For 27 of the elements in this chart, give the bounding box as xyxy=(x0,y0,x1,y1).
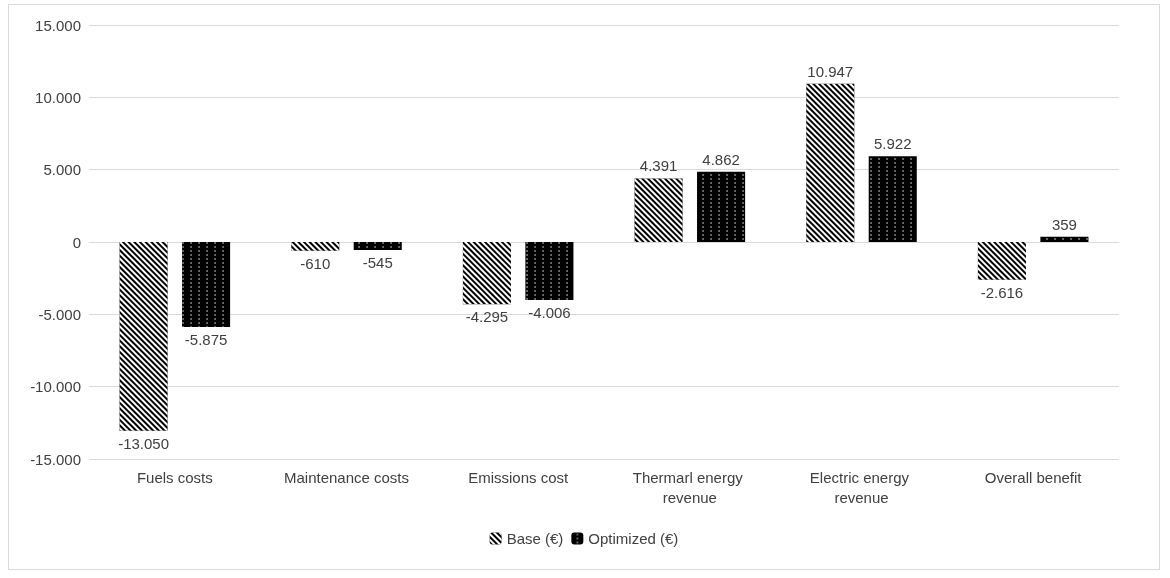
data-label: -545 xyxy=(362,253,393,271)
x-tick-label: Maintenance costs xyxy=(283,468,410,486)
data-label: -4.295 xyxy=(465,308,509,326)
y-tick-label: -10.000 xyxy=(30,378,81,396)
data-label: -13.050 xyxy=(118,434,170,452)
data-label: -610 xyxy=(300,254,331,272)
x-tick-label: Electric energy revenue xyxy=(809,468,914,506)
x-tick-label: Fuels costs xyxy=(136,468,213,486)
data-label: -4.006 xyxy=(528,303,571,321)
x-tick-label: Thermarl energy revenue xyxy=(632,468,747,506)
y-tick-label: 10.000 xyxy=(35,88,81,106)
data-label: 10.947 xyxy=(807,62,854,80)
data-label: -5.875 xyxy=(184,330,228,348)
y-tick-label: -5.000 xyxy=(38,305,81,323)
x-tick-label: Emissions cost xyxy=(468,468,570,486)
data-label: 5.922 xyxy=(873,135,912,153)
legend-label: Optimized (€) xyxy=(588,530,679,547)
y-tick-label: 5.000 xyxy=(43,161,81,179)
legend-label: Base (€) xyxy=(506,530,564,547)
y-tick-label: 0 xyxy=(72,233,81,251)
data-label: -2.616 xyxy=(980,283,1024,301)
x-tick-label: Overall benefit xyxy=(984,468,1083,486)
y-tick-label: 15.000 xyxy=(35,16,81,34)
y-tick-label: -15.000 xyxy=(30,450,81,468)
data-label: 359 xyxy=(1051,215,1077,233)
data-label: 4.862 xyxy=(702,150,740,168)
data-label: 4.391 xyxy=(639,157,678,175)
